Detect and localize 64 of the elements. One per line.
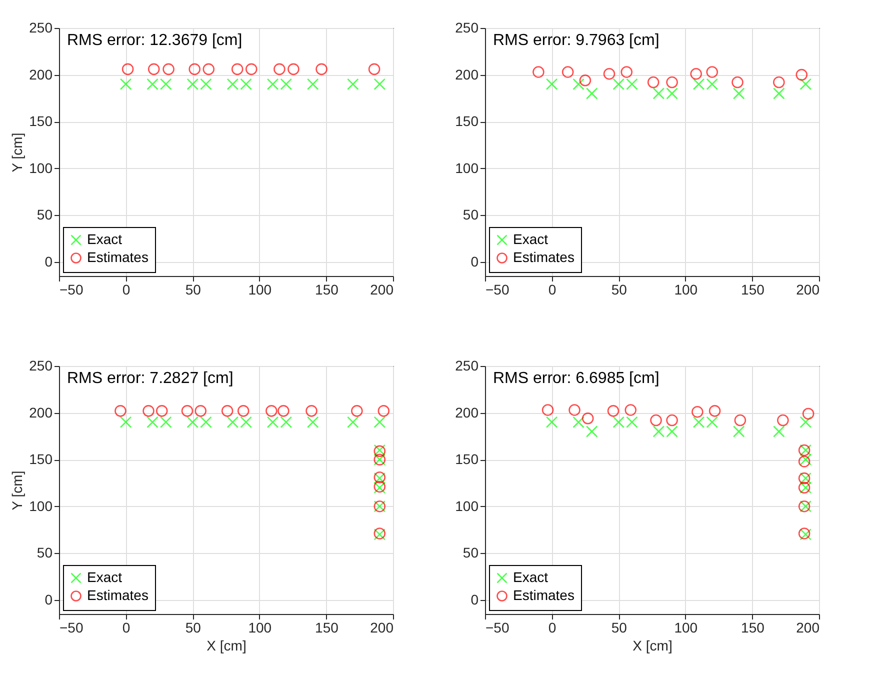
y-tick-label: 150 — [455, 451, 479, 468]
legend-label: Exact — [87, 569, 122, 585]
legend-label: Exact — [513, 569, 548, 585]
y-tick-label: 0 — [44, 253, 53, 270]
x-tick-label: −50 — [60, 282, 84, 298]
y-tick-label: 150 — [455, 113, 479, 130]
y-tick-label: 50 — [462, 544, 479, 561]
y-tick-label: 0 — [44, 591, 53, 608]
x-tick-label: 50 — [185, 282, 202, 298]
y-tick-label: 200 — [29, 404, 53, 420]
annotation: RMS error: 12.3679 [cm] — [67, 32, 242, 49]
legend-label: Estimates — [513, 249, 574, 265]
y-tick-label: 50 — [462, 206, 479, 223]
x-tick-label: 0 — [548, 282, 556, 298]
y-tick-label: 250 — [29, 358, 53, 374]
y-tick-label: 250 — [455, 20, 479, 36]
x-tick-label: 150 — [315, 620, 339, 636]
x-tick-label: 200 — [796, 620, 820, 636]
x-axis-title: X [cm] — [206, 638, 246, 654]
x-tick-label: −50 — [486, 620, 510, 636]
y-tick-label: 250 — [455, 358, 479, 374]
y-tick-label: 0 — [470, 591, 479, 608]
legend-label: Estimates — [513, 587, 574, 603]
legend-label: Estimates — [87, 249, 148, 265]
x-tick-label: 200 — [796, 282, 820, 298]
y-tick-label: 0 — [470, 253, 479, 270]
x-tick-label: −50 — [486, 282, 510, 298]
x-tick-label: 150 — [315, 282, 339, 298]
x-tick-label: 0 — [122, 282, 130, 298]
x-tick-label: 100 — [674, 620, 698, 636]
y-tick-label: 50 — [36, 206, 53, 223]
y-tick-label: 150 — [29, 113, 53, 130]
x-axis-title: X [cm] — [632, 638, 672, 654]
y-tick-label: 100 — [29, 498, 53, 514]
y-tick-label: 100 — [29, 160, 53, 176]
annotation: RMS error: 6.6985 [cm] — [493, 370, 660, 387]
x-tick-label: −50 — [60, 620, 84, 636]
x-tick-label: 200 — [370, 620, 394, 636]
y-axis-title: Y [cm] — [9, 132, 26, 172]
annotation: RMS error: 7.2827 [cm] — [67, 370, 234, 387]
y-tick-label: 200 — [455, 404, 479, 420]
y-tick-label: 200 — [455, 66, 479, 82]
legend-label: Estimates — [87, 587, 148, 603]
x-tick-label: 50 — [611, 282, 628, 298]
y-tick-label: 100 — [455, 160, 479, 176]
y-axis-title: Y [cm] — [9, 470, 26, 510]
x-tick-label: 150 — [741, 620, 765, 636]
x-tick-label: 0 — [122, 620, 130, 636]
x-tick-label: 50 — [611, 620, 628, 636]
x-tick-label: 50 — [185, 620, 202, 636]
annotation: RMS error: 9.7963 [cm] — [493, 32, 660, 49]
x-tick-label: 100 — [674, 282, 698, 298]
y-tick-label: 100 — [455, 498, 479, 514]
legend-label: Exact — [87, 231, 122, 247]
y-tick-label: 200 — [29, 66, 53, 82]
y-tick-label: 150 — [29, 451, 53, 468]
x-tick-label: 200 — [370, 282, 394, 298]
y-tick-label: 50 — [36, 544, 53, 561]
x-tick-label: 0 — [548, 620, 556, 636]
x-tick-label: 150 — [741, 282, 765, 298]
legend-label: Exact — [513, 231, 548, 247]
y-tick-label: 250 — [29, 20, 53, 36]
x-tick-label: 100 — [248, 620, 272, 636]
x-tick-label: 100 — [248, 282, 272, 298]
